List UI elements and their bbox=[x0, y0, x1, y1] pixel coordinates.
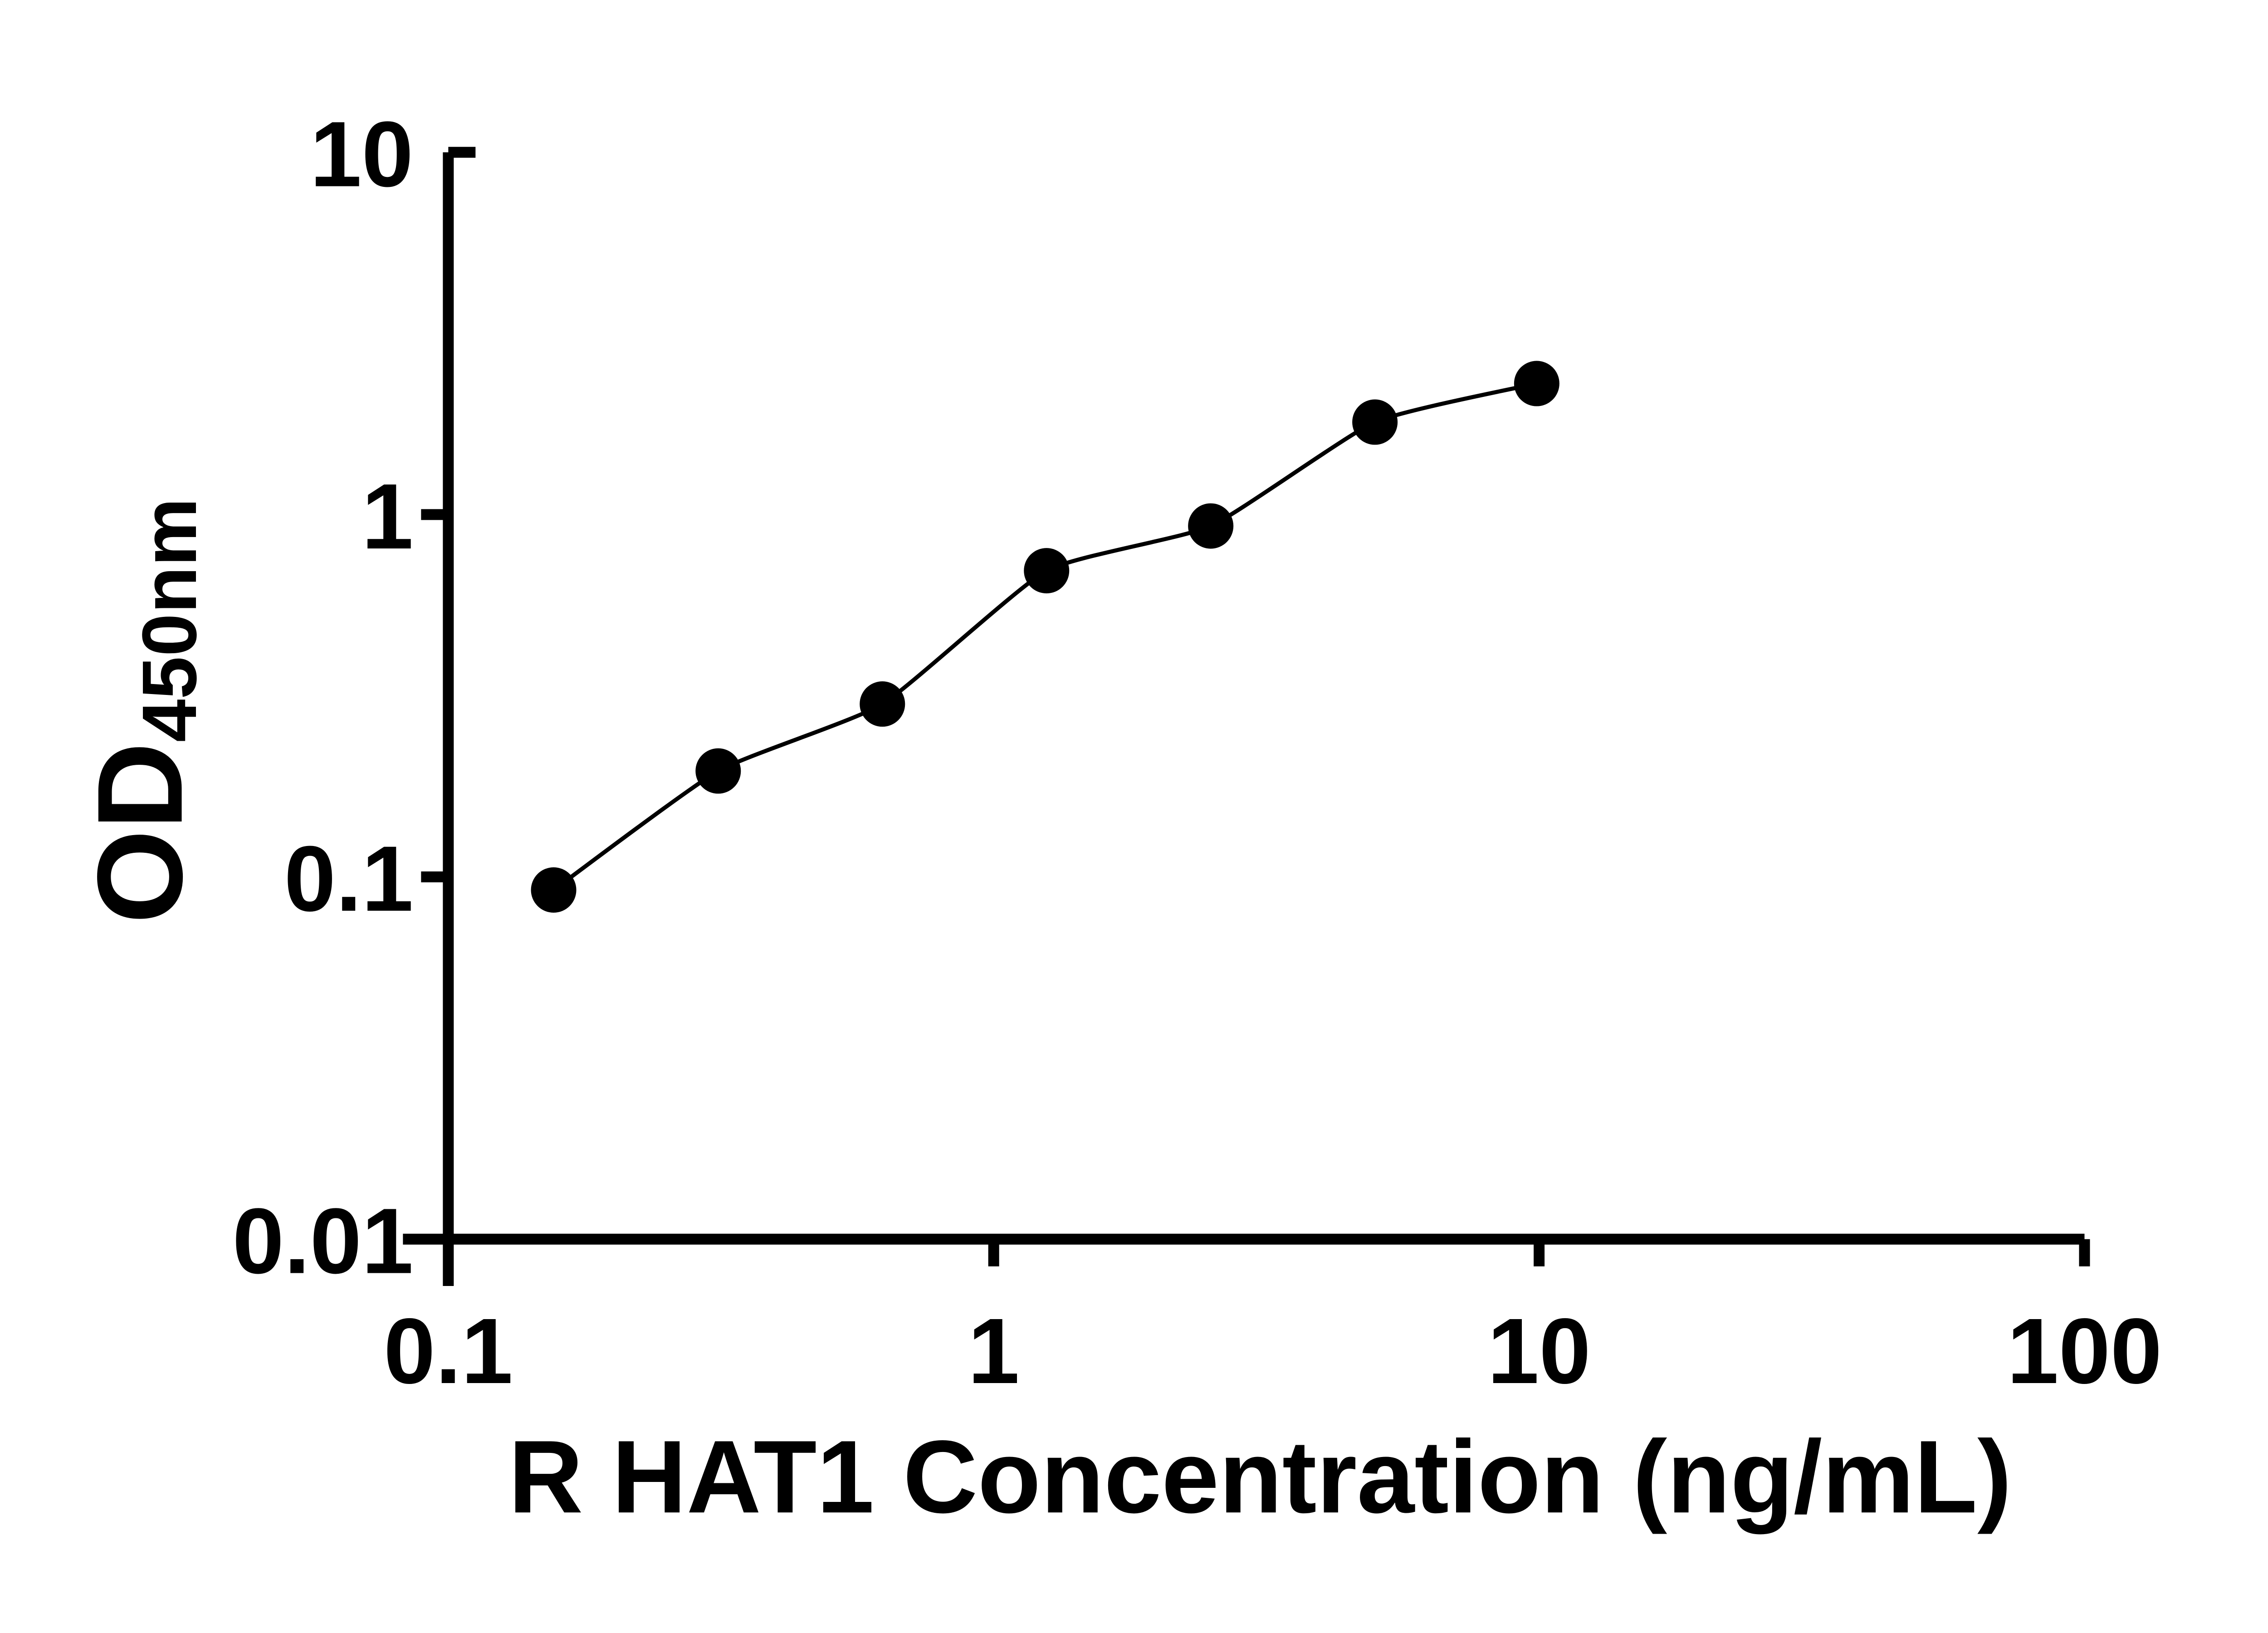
svg-text:10: 10 bbox=[310, 103, 413, 206]
svg-text:1: 1 bbox=[968, 1299, 1020, 1403]
svg-text:OD450nm: OD450nm bbox=[72, 498, 213, 924]
svg-text:10: 10 bbox=[1487, 1299, 1591, 1403]
svg-text:0.01: 0.01 bbox=[232, 1189, 413, 1293]
svg-text:1: 1 bbox=[362, 464, 413, 568]
svg-text:100: 100 bbox=[2007, 1299, 2162, 1403]
svg-text:R HAT1 Concentration (ng/mL): R HAT1 Concentration (ng/mL) bbox=[508, 1419, 2012, 1535]
svg-text:0.1: 0.1 bbox=[284, 827, 413, 931]
svg-text:0.1: 0.1 bbox=[384, 1299, 513, 1403]
